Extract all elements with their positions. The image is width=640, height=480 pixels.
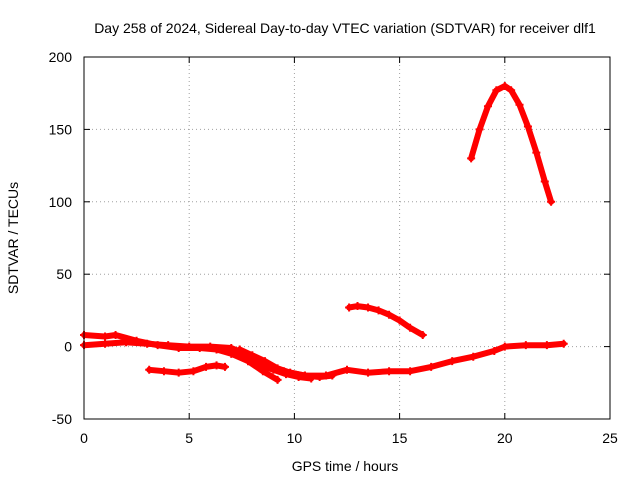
x-tick-label: 15 bbox=[392, 430, 408, 446]
data-point-arc-7 bbox=[483, 102, 492, 111]
series-line-arc-7 bbox=[468, 83, 555, 205]
data-point-arc-7 bbox=[532, 148, 541, 157]
y-tick-label: 50 bbox=[56, 266, 72, 282]
y-tick-label: 200 bbox=[49, 49, 73, 65]
data-point-arc-2 bbox=[406, 367, 415, 376]
series-line-arc-6 bbox=[346, 303, 426, 338]
y-tick-label: 0 bbox=[64, 339, 72, 355]
data-point-arc-2 bbox=[500, 342, 509, 351]
x-tick-label: 10 bbox=[287, 430, 303, 446]
data-point-arc-2 bbox=[227, 344, 236, 353]
data-point-arc-4 bbox=[248, 351, 257, 360]
data-point-arc-7 bbox=[540, 177, 549, 186]
data-point-arc-2 bbox=[143, 339, 152, 348]
data-point-arc-5 bbox=[244, 357, 253, 366]
x-tick-label: 25 bbox=[602, 430, 618, 446]
data-point-arc-3 bbox=[189, 367, 198, 376]
data-point-arc-3 bbox=[202, 362, 211, 371]
data-point-arc-2 bbox=[469, 352, 478, 361]
data-point-arc-2 bbox=[185, 342, 194, 351]
x-tick-label: 20 bbox=[497, 430, 513, 446]
data-point-arc-6 bbox=[364, 303, 373, 312]
data-point-arc-6 bbox=[385, 310, 394, 319]
data-point-arc-5 bbox=[281, 370, 290, 379]
data-point-arc-6 bbox=[395, 316, 404, 325]
data-point-arc-7 bbox=[500, 81, 509, 90]
tick-layer: 0 5 10 15 20 25 -50 0 50 100 150 200 bbox=[49, 49, 618, 446]
data-point-arc-7 bbox=[523, 122, 532, 131]
data-point-arc-4 bbox=[328, 371, 337, 380]
x-axis-label: GPS time / hours bbox=[292, 458, 399, 474]
data-point-arc-3 bbox=[145, 365, 154, 374]
data-point-arc-2 bbox=[364, 368, 373, 377]
data-point-arc-6 bbox=[353, 302, 362, 311]
data-point-arc-7 bbox=[547, 197, 556, 206]
data-point-arc-6 bbox=[374, 306, 383, 315]
data-point-arc-2 bbox=[122, 338, 131, 347]
grid-layer bbox=[84, 57, 610, 419]
data-point-arc-2 bbox=[521, 341, 530, 350]
y-tick-label: 100 bbox=[49, 194, 73, 210]
data-point-arc-7 bbox=[467, 154, 476, 163]
data-point-arc-5 bbox=[307, 374, 316, 383]
data-point-arc-2 bbox=[101, 339, 110, 348]
data-point-arc-6 bbox=[406, 323, 415, 332]
data-point-arc-1 bbox=[101, 332, 110, 341]
data-point-arc-6 bbox=[345, 303, 354, 312]
data-point-arc-3 bbox=[174, 368, 183, 377]
data-point-arc-2 bbox=[427, 362, 436, 371]
y-axis-label: SDTVAR / TECUs bbox=[5, 182, 21, 294]
data-point-arc-7 bbox=[475, 125, 484, 134]
chart-title: Day 258 of 2024, Sidereal Day-to-day VTE… bbox=[94, 20, 596, 36]
data-point-arc-4 bbox=[235, 345, 244, 354]
data-point-arc-6 bbox=[418, 331, 427, 340]
data-point-arc-1 bbox=[111, 331, 120, 340]
data-point-arc-2 bbox=[559, 339, 568, 348]
data-point-arc-5 bbox=[294, 373, 303, 382]
data-point-arc-4 bbox=[315, 373, 324, 382]
data-point-arc-5 bbox=[256, 361, 265, 370]
x-tick-label: 0 bbox=[80, 430, 88, 446]
data-point-arc-2 bbox=[164, 341, 173, 350]
data-point-arc-1 bbox=[273, 375, 282, 384]
data-point-arc-7 bbox=[507, 86, 516, 95]
series-layer bbox=[80, 81, 568, 384]
data-point-arc-3 bbox=[159, 367, 168, 376]
data-point-arc-5 bbox=[269, 365, 278, 374]
plot-frame bbox=[83, 56, 611, 420]
data-point-arc-3 bbox=[220, 362, 229, 371]
data-point-arc-2 bbox=[542, 341, 551, 350]
data-point-arc-2 bbox=[343, 365, 351, 374]
data-point-arc-2 bbox=[448, 357, 457, 366]
data-point-arc-7 bbox=[492, 86, 501, 95]
y-tick-label: 150 bbox=[49, 121, 73, 137]
data-point-arc-2 bbox=[206, 342, 215, 351]
data-point-arc-3 bbox=[212, 361, 221, 370]
data-point-arc-2 bbox=[490, 346, 499, 355]
data-point-arc-7 bbox=[515, 100, 524, 109]
data-point-arc-2 bbox=[385, 367, 394, 376]
y-tick-label: -50 bbox=[52, 411, 72, 427]
x-tick-label: 5 bbox=[185, 430, 193, 446]
